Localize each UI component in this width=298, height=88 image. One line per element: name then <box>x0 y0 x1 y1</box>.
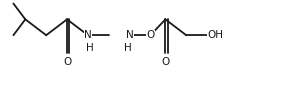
Text: H: H <box>124 43 132 53</box>
Text: O: O <box>63 57 71 67</box>
Text: OH: OH <box>207 30 223 40</box>
Text: O: O <box>146 30 155 40</box>
Text: N: N <box>126 30 134 40</box>
Text: H: H <box>86 43 94 53</box>
Text: N: N <box>84 30 92 40</box>
Text: O: O <box>161 57 170 67</box>
